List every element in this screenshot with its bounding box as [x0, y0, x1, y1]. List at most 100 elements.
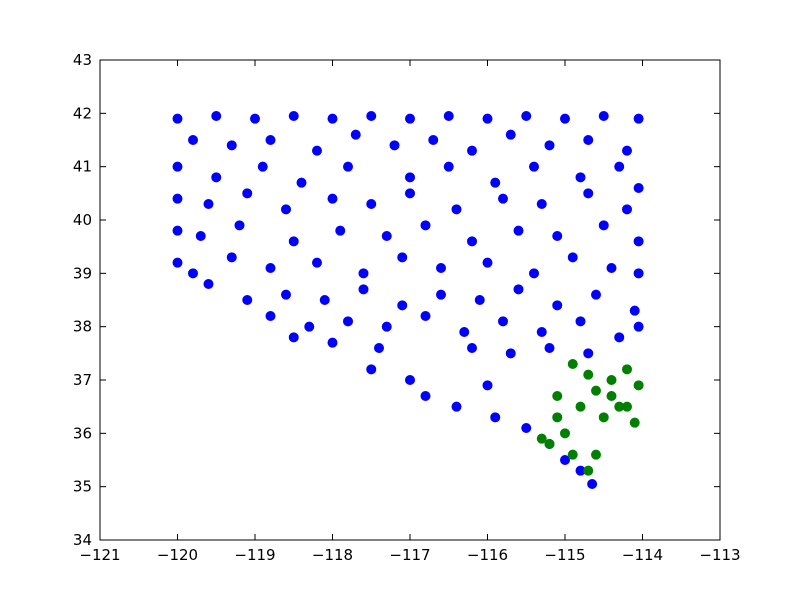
- data-point: [575, 172, 586, 183]
- data-point: [265, 311, 276, 321]
- data-point: [319, 295, 330, 305]
- data-point: [436, 289, 446, 300]
- data-point: [420, 391, 431, 401]
- data-point: [598, 220, 609, 231]
- data-point: [498, 193, 508, 204]
- data-point: [606, 375, 617, 385]
- data-point: [397, 252, 408, 263]
- data-point: [381, 321, 392, 332]
- data-point: [304, 321, 315, 332]
- data-point: [622, 364, 632, 375]
- data-point: [420, 311, 431, 321]
- series-0: [172, 111, 644, 489]
- data-point: [405, 188, 415, 199]
- y-tick-label: 40: [73, 211, 92, 229]
- data-point: [467, 343, 477, 353]
- data-point: [583, 135, 594, 145]
- data-point: [529, 268, 539, 279]
- y-tick-label: 34: [73, 531, 92, 549]
- data-point: [242, 188, 253, 199]
- data-point: [467, 145, 477, 156]
- data-point: [281, 204, 291, 215]
- y-axis: 34 35 36 37 38 39 40 41 42 43: [73, 51, 720, 549]
- y-tick-label: 36: [73, 424, 92, 442]
- data-point: [575, 401, 586, 412]
- data-point: [366, 199, 377, 209]
- data-point: [188, 268, 198, 279]
- data-point: [203, 199, 214, 209]
- y-tick-label: 43: [73, 51, 92, 69]
- data-point: [172, 113, 183, 124]
- data-point: [226, 140, 237, 151]
- data-point: [467, 236, 477, 247]
- data-point: [327, 193, 338, 204]
- data-point: [552, 300, 563, 311]
- data-point: [536, 199, 547, 209]
- data-point: [265, 263, 276, 273]
- data-point: [211, 172, 222, 183]
- data-point: [288, 332, 299, 343]
- x-tick-label: −120: [157, 546, 198, 564]
- data-point: [614, 161, 625, 172]
- x-tick-label: −115: [544, 546, 585, 564]
- data-point: [583, 369, 594, 380]
- data-point: [211, 111, 222, 121]
- data-point: [343, 316, 353, 327]
- y-tick-label: 41: [73, 158, 92, 176]
- data-point: [560, 428, 570, 439]
- data-point: [257, 161, 268, 172]
- data-point: [327, 337, 338, 348]
- data-point: [606, 391, 617, 401]
- series-1: [536, 359, 644, 476]
- data-point: [451, 401, 462, 412]
- data-point: [633, 236, 644, 247]
- data-point: [614, 332, 625, 343]
- data-point: [343, 161, 353, 172]
- data-point: [288, 236, 299, 247]
- y-tick-label: 42: [73, 104, 92, 122]
- data-point: [482, 257, 493, 268]
- data-point: [560, 113, 570, 124]
- data-point: [606, 263, 617, 273]
- x-axis: −121 −120 −119 −118 −117 −116 −115 −114 −113: [79, 60, 741, 564]
- data-point: [312, 257, 322, 268]
- data-point: [490, 412, 501, 423]
- x-tick-label: −121: [79, 546, 120, 564]
- data-point: [583, 348, 594, 359]
- data-point: [629, 305, 640, 316]
- data-point: [583, 188, 594, 199]
- data-point: [591, 449, 601, 460]
- data-point: [327, 113, 338, 124]
- data-point: [242, 295, 253, 305]
- data-point: [552, 391, 563, 401]
- data-point: [250, 113, 260, 124]
- data-point: [622, 204, 632, 215]
- y-tick-label: 35: [73, 478, 92, 496]
- data-point: [234, 220, 245, 231]
- data-point: [172, 161, 183, 172]
- data-point: [366, 111, 377, 121]
- data-point: [281, 289, 291, 300]
- data-point: [583, 465, 594, 476]
- data-point: [296, 177, 307, 188]
- data-point: [335, 225, 346, 236]
- data-point: [552, 412, 563, 423]
- data-point: [203, 279, 214, 289]
- data-point: [591, 289, 601, 300]
- data-point: [633, 380, 644, 391]
- data-point: [633, 113, 644, 124]
- data-point: [521, 111, 532, 121]
- data-point: [482, 113, 493, 124]
- data-point: [598, 412, 609, 423]
- data-point: [195, 231, 206, 241]
- data-point: [389, 140, 400, 151]
- data-point: [560, 455, 570, 465]
- data-point: [490, 177, 501, 188]
- data-point: [451, 204, 462, 215]
- data-point: [420, 220, 431, 231]
- data-point: [265, 135, 276, 145]
- data-point: [188, 135, 198, 145]
- data-point: [629, 417, 640, 428]
- data-point: [405, 172, 415, 183]
